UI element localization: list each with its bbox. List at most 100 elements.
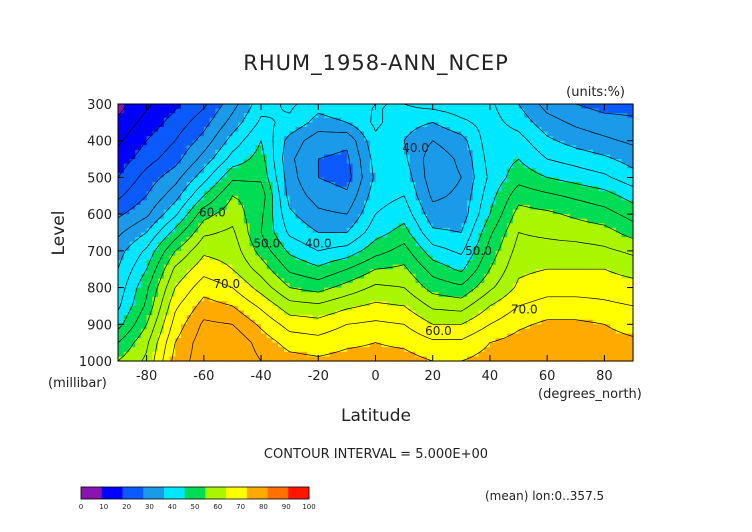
heat-cell: [587, 278, 594, 284]
heat-cell: [255, 195, 262, 201]
heat-cell: [312, 296, 319, 302]
heat-cell: [295, 310, 302, 316]
heat-cell: [621, 315, 628, 321]
heat-cell: [158, 172, 165, 179]
heat-cell: [255, 145, 262, 151]
heat-cell: [295, 301, 302, 307]
heat-cell: [587, 145, 594, 151]
heat-cell: [180, 108, 188, 114]
heat-cell: [501, 218, 508, 224]
heat-cell: [467, 154, 474, 160]
heat-cell: [341, 338, 348, 344]
heat-cell: [472, 305, 480, 312]
heat-cell: [140, 223, 148, 229]
heat-cell: [472, 122, 480, 128]
heat-cell: [598, 126, 605, 133]
heat-cell: [587, 347, 594, 353]
heat-cell: [615, 282, 623, 289]
heat-cell: [495, 126, 502, 133]
heat-cell: [512, 338, 520, 344]
heat-cell: [163, 333, 171, 339]
heat-cell: [255, 227, 262, 234]
heat-cell: [289, 154, 296, 160]
heat-cell: [324, 237, 331, 243]
heat-cell: [295, 122, 302, 128]
heat-cell: [432, 296, 440, 302]
heat-cell: [243, 338, 251, 344]
heat-cell: [301, 218, 308, 224]
heat-cell: [501, 154, 508, 160]
heat-cell: [238, 108, 245, 114]
heat-cell: [203, 351, 211, 358]
heat-cell: [575, 296, 583, 302]
heat-cell: [415, 168, 422, 174]
heat-cell: [135, 351, 142, 358]
heat-cell: [146, 237, 153, 243]
heat-cell: [346, 104, 354, 110]
heat-cell: [535, 273, 543, 279]
heat-cell: [524, 218, 531, 224]
heat-cell: [415, 136, 422, 142]
heat-cell: [415, 269, 422, 275]
heat-cell: [352, 351, 359, 358]
heat-cell: [249, 131, 256, 137]
heat-cell: [369, 347, 377, 353]
heat-cell: [295, 264, 302, 270]
heat-cell: [238, 305, 245, 312]
heat-cell: [369, 324, 377, 330]
heat-cell: [455, 195, 462, 201]
heat-cell: [535, 264, 543, 270]
heat-cell: [272, 200, 279, 206]
heat-cell: [409, 237, 417, 243]
heat-cell: [306, 333, 314, 339]
heat-cell: [461, 154, 468, 160]
heat-cell: [232, 149, 239, 156]
heat-cell: [301, 126, 308, 133]
heat-cell: [478, 136, 485, 142]
heat-cell: [404, 126, 411, 133]
heat-cell: [392, 186, 399, 192]
heat-cell: [592, 195, 600, 201]
heat-cell: [163, 232, 171, 238]
heat-cell: [564, 301, 571, 307]
heat-cell: [392, 301, 399, 307]
heat-cell: [163, 113, 171, 119]
heat-cell: [301, 200, 308, 206]
heat-cell: [530, 319, 537, 325]
heat-cell: [329, 351, 337, 358]
heat-cell: [209, 191, 216, 197]
heat-cell: [575, 195, 583, 201]
heat-cell: [335, 108, 342, 114]
heat-cell: [289, 347, 296, 353]
heat-cell: [392, 319, 399, 325]
heat-cell: [604, 163, 611, 169]
heat-cell: [592, 104, 600, 110]
heat-cell: [432, 338, 440, 344]
heat-cell: [255, 126, 262, 133]
heat-cell: [478, 108, 485, 114]
heat-cell: [295, 333, 302, 339]
heat-cell: [461, 342, 468, 348]
heat-cell: [306, 113, 314, 119]
heat-cell: [587, 209, 594, 215]
heat-cell: [358, 163, 365, 169]
heat-cell: [358, 122, 365, 128]
heat-cell: [255, 223, 262, 229]
heat-cell: [427, 296, 434, 302]
heat-cell: [146, 324, 153, 330]
heat-cell: [461, 204, 468, 211]
heat-cell: [118, 126, 125, 133]
heat-cell: [381, 195, 388, 201]
heat-cell: [283, 145, 291, 151]
heat-cell: [495, 269, 502, 275]
heat-cell: [283, 246, 291, 252]
heat-cell: [203, 324, 211, 330]
heat-cell: [461, 172, 468, 179]
heat-cell: [135, 177, 142, 183]
heat-cell: [552, 209, 560, 215]
heat-cell: [146, 232, 153, 238]
heat-cell: [369, 227, 377, 234]
heat-cell: [329, 204, 337, 211]
heat-cell: [415, 324, 422, 330]
heat-cell: [118, 278, 125, 284]
